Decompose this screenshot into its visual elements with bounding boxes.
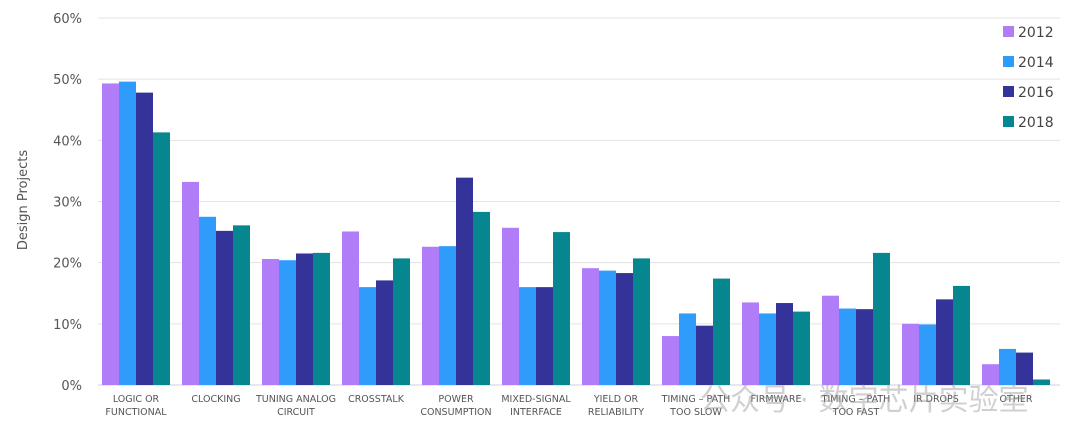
bar-2014	[679, 313, 696, 385]
bar-2016	[376, 280, 393, 385]
y-tick-label: 40%	[53, 134, 82, 149]
bar-2012	[102, 83, 119, 385]
x-tick-label: OTHER	[999, 394, 1032, 405]
bar-2016	[776, 303, 793, 385]
x-tick-label: CROSSTALK	[348, 394, 405, 405]
y-tick-label: 30%	[53, 196, 82, 211]
bar-2012	[182, 181, 199, 385]
bar-2018	[553, 232, 570, 385]
bar-2016	[616, 273, 633, 385]
x-tick-label: CONSUMPTION	[420, 407, 491, 418]
bar-2012	[342, 231, 359, 385]
bar-2018	[153, 132, 170, 385]
x-tick-label: TIMING – PATH	[821, 394, 891, 405]
x-tick-label: TIMING – PATH	[661, 394, 731, 405]
y-tick-label: 10%	[53, 318, 82, 333]
bar-2016	[216, 230, 233, 385]
bar-2018	[313, 252, 330, 385]
bar-2018	[713, 278, 730, 385]
bar-2014	[199, 216, 216, 385]
legend-label: 2012	[1018, 25, 1054, 41]
legend-label: 2018	[1018, 115, 1054, 131]
bar-2018	[953, 285, 970, 385]
y-tick-label: 20%	[53, 257, 82, 272]
bar-2014	[839, 308, 856, 385]
bar-2014	[919, 324, 936, 385]
bar-2012	[742, 302, 759, 385]
x-tick-label: POWER	[438, 394, 474, 405]
bar-2018	[393, 258, 410, 385]
bar-2018	[873, 252, 890, 385]
bar-2016	[296, 253, 313, 385]
bar-2012	[262, 258, 279, 385]
x-tick-label: YIELD OR	[593, 394, 639, 405]
bar-2014	[439, 246, 456, 385]
bar-2018	[233, 225, 250, 385]
bar-2016	[696, 325, 713, 385]
bar-2016	[856, 309, 873, 385]
legend-swatch	[1003, 116, 1014, 127]
bar-2012	[902, 323, 919, 385]
bar-2014	[119, 81, 136, 385]
bar-2016	[1016, 352, 1033, 385]
bar-2012	[662, 336, 679, 385]
bar-2016	[456, 177, 473, 385]
bar-2012	[422, 246, 439, 385]
bar-2012	[502, 227, 519, 385]
x-tick-label: TUNING ANALOG	[255, 394, 336, 405]
x-tick-label: CLOCKING	[191, 394, 240, 405]
x-tick-label: TOO FAST	[832, 407, 880, 418]
bar-2016	[136, 92, 153, 385]
bar-2012	[982, 364, 999, 385]
x-tick-label: IR DROPS	[913, 394, 959, 405]
x-tick-label: RELIABILITY	[588, 407, 644, 418]
legend-label: 2014	[1018, 55, 1054, 71]
x-tick-label: MIXED-SIGNAL	[501, 394, 571, 405]
bar-2018	[633, 258, 650, 385]
bar-2014	[279, 260, 296, 385]
bar-2018	[473, 211, 490, 385]
bar-2014	[759, 313, 776, 385]
watermark: 公众号 · 数字芯片实验室	[700, 383, 1029, 418]
y-tick-label: 0%	[61, 379, 82, 394]
legend-swatch	[1003, 86, 1014, 97]
x-tick-label: LOGIC OR	[113, 394, 160, 405]
legend-swatch	[1003, 26, 1014, 37]
bar-2016	[536, 287, 553, 385]
legend-swatch	[1003, 56, 1014, 67]
x-tick-label: FUNCTIONAL	[105, 407, 167, 418]
bar-2012	[582, 268, 599, 385]
legend-label: 2016	[1018, 85, 1054, 101]
y-axis-label: Design Projects	[16, 150, 31, 250]
x-tick-label: CIRCUIT	[277, 407, 315, 418]
bar-2014	[519, 287, 536, 385]
bar-2018	[793, 311, 810, 385]
bar-2018	[1033, 379, 1050, 385]
x-tick-label: INTERFACE	[510, 407, 562, 418]
y-tick-label: 50%	[53, 73, 82, 88]
x-tick-label: FIRMWARE	[750, 394, 801, 405]
bar-2016	[936, 299, 953, 385]
bar-2012	[822, 295, 839, 385]
y-tick-label: 60%	[53, 12, 82, 27]
bar-2014	[999, 348, 1016, 385]
bar-2014	[599, 270, 616, 385]
x-tick-label: TOO SLOW	[669, 407, 722, 418]
bar-2014	[359, 287, 376, 385]
